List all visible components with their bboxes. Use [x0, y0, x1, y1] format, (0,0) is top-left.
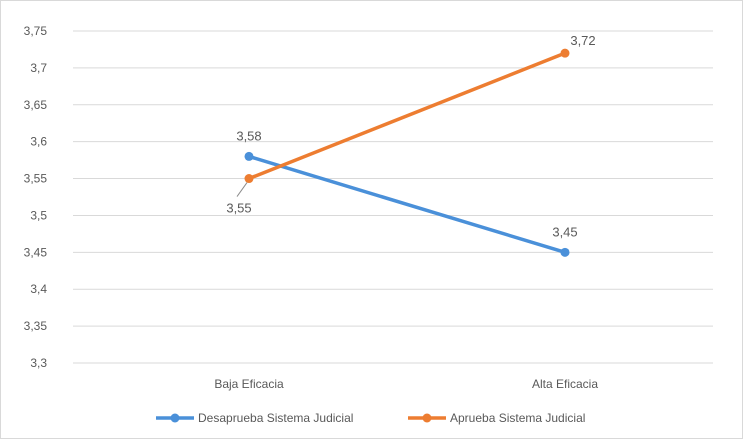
data-point [560, 247, 570, 257]
series-line-1 [247, 51, 567, 181]
data-point [244, 151, 254, 161]
data-label: 3,55 [226, 201, 251, 216]
y-tick-label: 3,35 [24, 319, 48, 333]
data-label-leader [236, 182, 248, 197]
legend-label: Aprueba Sistema Judicial [450, 411, 585, 425]
legend-label: Desaprueba Sistema Judicial [198, 411, 353, 425]
y-tick-label: 3,6 [30, 135, 47, 149]
y-tick-label: 3,5 [30, 208, 47, 222]
y-tick-label: 3,45 [24, 245, 48, 259]
data-label: 3,45 [552, 224, 577, 239]
series-line-0 [247, 154, 567, 255]
x-tick-label: Alta Eficacia [532, 377, 598, 391]
y-tick-label: 3,55 [24, 172, 48, 186]
legend-swatch-marker [170, 413, 180, 423]
y-tick-label: 3,3 [30, 356, 47, 370]
legend-swatch-marker [422, 413, 432, 423]
y-tick-label: 3,75 [24, 24, 48, 38]
y-tick-label: 3,7 [30, 61, 47, 75]
x-tick-label: Baja Eficacia [214, 377, 284, 391]
data-label: 3,72 [570, 33, 595, 48]
y-tick-label: 3,4 [30, 282, 47, 296]
y-tick-label: 3,65 [24, 98, 48, 112]
data-label: 3,58 [236, 128, 261, 143]
data-point [560, 48, 570, 58]
data-point [244, 174, 254, 184]
